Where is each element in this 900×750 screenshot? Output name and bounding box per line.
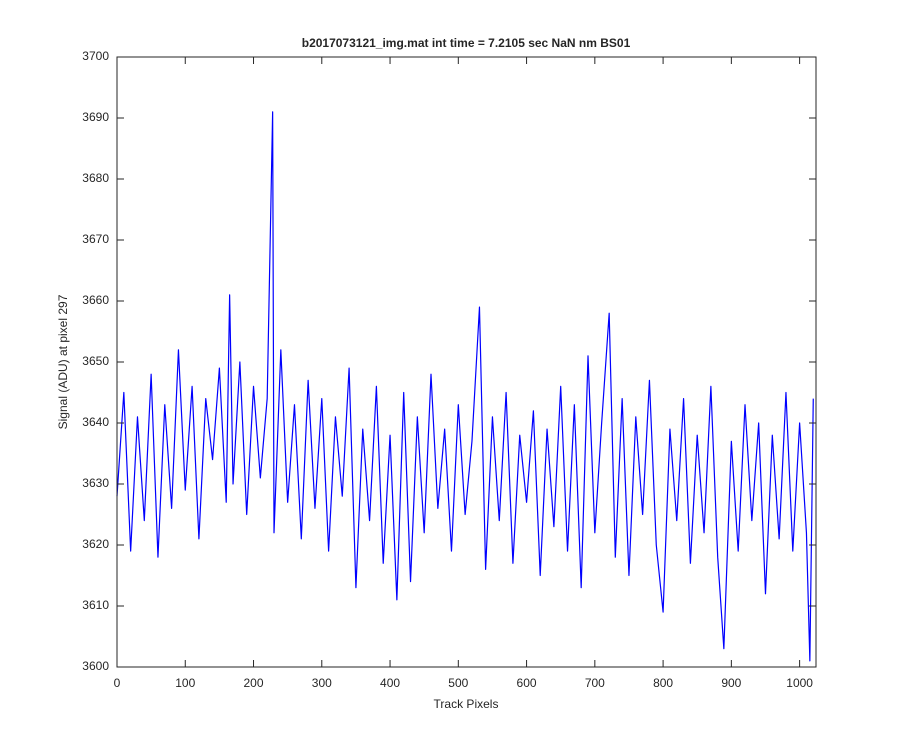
x-tick-label: 500 <box>448 676 468 690</box>
y-tick-label: 3620 <box>82 537 109 551</box>
y-tick-label: 3660 <box>82 293 109 307</box>
y-tick-label: 3650 <box>82 354 109 368</box>
data-line <box>116 111 814 662</box>
x-tick-label: 300 <box>312 676 332 690</box>
x-tick-label: 1000 <box>786 676 813 690</box>
x-tick-label: 900 <box>721 676 741 690</box>
y-tick-label: 3700 <box>82 49 109 63</box>
x-tick-label: 600 <box>517 676 537 690</box>
chart-title: b2017073121_img.mat int time = 7.2105 se… <box>302 36 631 50</box>
y-axis-label: Signal (ADU) at pixel 297 <box>56 294 70 429</box>
x-tick-label: 0 <box>114 676 121 690</box>
y-tick-label: 3610 <box>82 598 109 612</box>
y-tick-label: 3600 <box>82 659 109 673</box>
x-tick-label: 200 <box>244 676 264 690</box>
y-tick-label: 3680 <box>82 171 109 185</box>
x-tick-label: 700 <box>585 676 605 690</box>
y-tick-label: 3670 <box>82 232 109 246</box>
x-tick-label: 100 <box>175 676 195 690</box>
y-tick-label: 3630 <box>82 476 109 490</box>
x-tick-label: 400 <box>380 676 400 690</box>
x-axis-label: Track Pixels <box>434 697 499 711</box>
x-tick-label: 800 <box>653 676 673 690</box>
y-tick-label: 3640 <box>82 415 109 429</box>
y-tick-label: 3690 <box>82 110 109 124</box>
